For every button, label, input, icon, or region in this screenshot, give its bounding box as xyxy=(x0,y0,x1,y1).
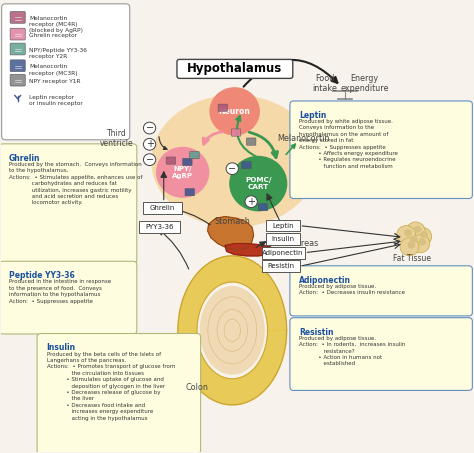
Text: Leptin receptor
or insulin receptor: Leptin receptor or insulin receptor xyxy=(29,95,83,106)
Text: Leptin: Leptin xyxy=(300,111,327,120)
Text: Third
ventricle: Third ventricle xyxy=(100,129,133,148)
FancyBboxPatch shape xyxy=(266,220,300,231)
Text: Adiponectin: Adiponectin xyxy=(300,276,351,285)
FancyBboxPatch shape xyxy=(242,161,251,169)
FancyBboxPatch shape xyxy=(290,318,473,390)
FancyBboxPatch shape xyxy=(266,233,300,245)
Text: Leptin: Leptin xyxy=(272,222,294,229)
Text: Produced by the stomach.  Conveys information
to the hypothalamus.
Actions:  • S: Produced by the stomach. Conveys informa… xyxy=(9,162,142,205)
FancyBboxPatch shape xyxy=(166,157,175,164)
Text: Pancreas: Pancreas xyxy=(282,239,318,248)
Text: Produced by white adipose tissue.
Conveys information to the
hypothalamus on the: Produced by white adipose tissue. Convey… xyxy=(300,119,398,169)
Circle shape xyxy=(210,88,259,135)
FancyBboxPatch shape xyxy=(10,28,25,40)
Text: Colon: Colon xyxy=(185,383,208,392)
Ellipse shape xyxy=(152,96,318,226)
Text: Insulin: Insulin xyxy=(272,236,295,242)
FancyBboxPatch shape xyxy=(290,101,473,198)
Text: Food
intake: Food intake xyxy=(312,74,337,93)
FancyBboxPatch shape xyxy=(262,247,305,259)
Text: Produced in the intestine in response
to the presence of food.  Conveys
informat: Produced in the intestine in response to… xyxy=(9,280,111,304)
Polygon shape xyxy=(225,244,275,256)
Circle shape xyxy=(419,238,426,246)
FancyBboxPatch shape xyxy=(262,260,300,272)
FancyBboxPatch shape xyxy=(218,104,228,111)
Text: NPY/Peptide YY3-36
receptor Y2R: NPY/Peptide YY3-36 receptor Y2R xyxy=(29,48,87,59)
FancyBboxPatch shape xyxy=(10,60,25,72)
FancyBboxPatch shape xyxy=(139,221,180,233)
Text: Insulin: Insulin xyxy=(46,343,76,352)
Circle shape xyxy=(397,226,416,244)
FancyBboxPatch shape xyxy=(1,4,130,140)
Text: NPY/
AgRP: NPY/ AgRP xyxy=(172,166,193,179)
Circle shape xyxy=(410,236,418,243)
Circle shape xyxy=(411,235,430,253)
Text: +: + xyxy=(247,197,255,207)
Text: Hypothalamus: Hypothalamus xyxy=(187,62,282,75)
FancyBboxPatch shape xyxy=(231,129,241,136)
FancyBboxPatch shape xyxy=(37,333,201,453)
Text: PYY3-36: PYY3-36 xyxy=(145,224,174,230)
Circle shape xyxy=(400,238,419,256)
Text: Ghrelin: Ghrelin xyxy=(150,205,175,211)
Circle shape xyxy=(414,226,421,233)
Text: Fat Tissue: Fat Tissue xyxy=(393,254,431,263)
Text: −: − xyxy=(146,154,154,164)
FancyBboxPatch shape xyxy=(0,144,137,264)
Text: +: + xyxy=(146,140,154,149)
Text: POMC/
CART: POMC/ CART xyxy=(245,177,272,190)
Polygon shape xyxy=(208,217,254,250)
FancyBboxPatch shape xyxy=(190,152,199,159)
FancyBboxPatch shape xyxy=(10,11,25,23)
FancyBboxPatch shape xyxy=(246,138,256,145)
Text: Produced by the beta cells of the Islets of
Langerhans of the pancreas.
Actions:: Produced by the beta cells of the Islets… xyxy=(46,352,175,420)
Text: Melanocortin: Melanocortin xyxy=(277,134,329,143)
Text: NPY receptor Y1R: NPY receptor Y1R xyxy=(29,79,81,84)
Text: Melanocortin
receptor (MC3R): Melanocortin receptor (MC3R) xyxy=(29,64,78,76)
Circle shape xyxy=(144,122,156,134)
Text: Produced by adipose tissue.
Action:  • In rodents,  increases insulin
          : Produced by adipose tissue. Action: • In… xyxy=(300,336,406,366)
Circle shape xyxy=(420,231,428,238)
FancyBboxPatch shape xyxy=(290,266,473,316)
Text: Stomach: Stomach xyxy=(214,217,250,226)
Circle shape xyxy=(404,229,412,236)
Text: −: − xyxy=(146,123,154,133)
Circle shape xyxy=(245,196,257,207)
Circle shape xyxy=(144,154,156,165)
Circle shape xyxy=(408,241,415,249)
Circle shape xyxy=(406,222,425,240)
FancyBboxPatch shape xyxy=(0,261,137,334)
Circle shape xyxy=(144,139,156,150)
Text: Resistin: Resistin xyxy=(267,263,294,269)
FancyBboxPatch shape xyxy=(258,203,268,211)
Circle shape xyxy=(156,148,209,197)
Text: Adiponectin: Adiponectin xyxy=(262,250,304,255)
Text: Produced by adipose tissue.
Action:  • Decreases insulin resistance: Produced by adipose tissue. Action: • De… xyxy=(300,284,405,295)
Text: Energy
expenditure: Energy expenditure xyxy=(340,74,389,93)
FancyBboxPatch shape xyxy=(10,43,25,55)
Circle shape xyxy=(402,232,421,250)
Text: Neuron: Neuron xyxy=(219,107,251,116)
Circle shape xyxy=(413,227,432,246)
FancyBboxPatch shape xyxy=(10,74,25,86)
Text: Resistin: Resistin xyxy=(300,328,334,337)
FancyBboxPatch shape xyxy=(144,202,182,214)
Polygon shape xyxy=(178,256,287,405)
Text: Peptide YY3-36: Peptide YY3-36 xyxy=(9,271,74,280)
Text: Melanocortin
receptor (MC4R)
(blocked by AgRP): Melanocortin receptor (MC4R) (blocked by… xyxy=(29,16,83,34)
Polygon shape xyxy=(201,287,264,374)
Text: Ghrelin receptor: Ghrelin receptor xyxy=(29,33,77,38)
Circle shape xyxy=(230,156,287,211)
FancyBboxPatch shape xyxy=(182,158,192,165)
Text: Ghrelin: Ghrelin xyxy=(9,154,40,163)
Circle shape xyxy=(226,163,238,174)
FancyBboxPatch shape xyxy=(177,59,293,78)
FancyBboxPatch shape xyxy=(185,188,194,196)
Text: −: − xyxy=(228,164,237,173)
